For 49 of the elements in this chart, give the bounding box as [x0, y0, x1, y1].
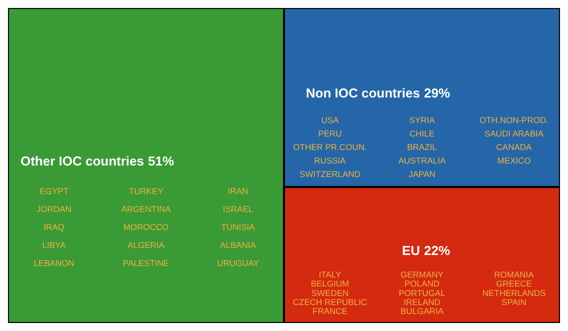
text: LIBYA — [42, 240, 66, 250]
category-label: Other IOC countries — [20, 154, 144, 168]
text: PALESTINE — [122, 258, 170, 268]
text: LEBANON — [34, 258, 74, 268]
text: GREECE — [496, 278, 532, 289]
text: URUGUAY — [217, 258, 259, 268]
category-label: Non IOC countries — [306, 86, 420, 100]
text: USA — [321, 114, 339, 125]
text: SPAIN — [502, 297, 526, 308]
text: ALBANIA — [220, 240, 256, 250]
text: AUSTRALIA — [398, 155, 446, 166]
text: BULGARIA — [400, 306, 444, 316]
text: JORDAN — [36, 204, 72, 214]
text: TURKEY — [128, 186, 164, 196]
text: ROMANIA — [494, 269, 534, 280]
text: SWITZERLAND — [300, 168, 360, 179]
text: CANADA — [496, 142, 532, 152]
text: SWEDEN — [311, 288, 349, 298]
text: FRANCE — [312, 306, 348, 316]
text: MOROCCO — [123, 222, 169, 232]
text: ALGERIA — [128, 240, 164, 250]
text: IRAN — [228, 186, 248, 196]
category-label: EU — [402, 243, 420, 258]
text: POLAND — [404, 278, 440, 289]
text: RUSSIA — [314, 155, 346, 166]
text: ISRAEL — [222, 204, 254, 214]
text: BRAZIL — [407, 142, 437, 152]
text: GERMANY — [400, 269, 444, 280]
text: ITALY — [318, 269, 342, 280]
text: PORTUGAL — [398, 288, 446, 298]
text: JAPAN — [408, 168, 436, 179]
text: PERU — [318, 128, 342, 138]
text: CHILE — [409, 128, 435, 138]
text: SYRIA — [409, 114, 435, 125]
text: IRELAND — [404, 297, 440, 308]
text: TUNISIA — [221, 222, 255, 232]
text: OTHER PR.COUN. — [293, 142, 367, 152]
data-label: 29% — [424, 86, 450, 100]
text: CZECH REPUBLIC — [292, 297, 368, 308]
text: ARGENTINA — [121, 204, 171, 214]
text: OTH.NON-PROD. — [480, 114, 548, 125]
text: MEXICO — [497, 155, 531, 166]
data-label: 51% — [148, 154, 174, 168]
data-label: 22% — [424, 243, 450, 258]
text: BELGIUM — [310, 278, 350, 289]
text: SAUDI ARABIA — [484, 128, 544, 138]
text: IRAQ — [44, 222, 64, 232]
text: EGYPT — [40, 186, 68, 196]
text: NETHERLANDS — [482, 288, 546, 298]
